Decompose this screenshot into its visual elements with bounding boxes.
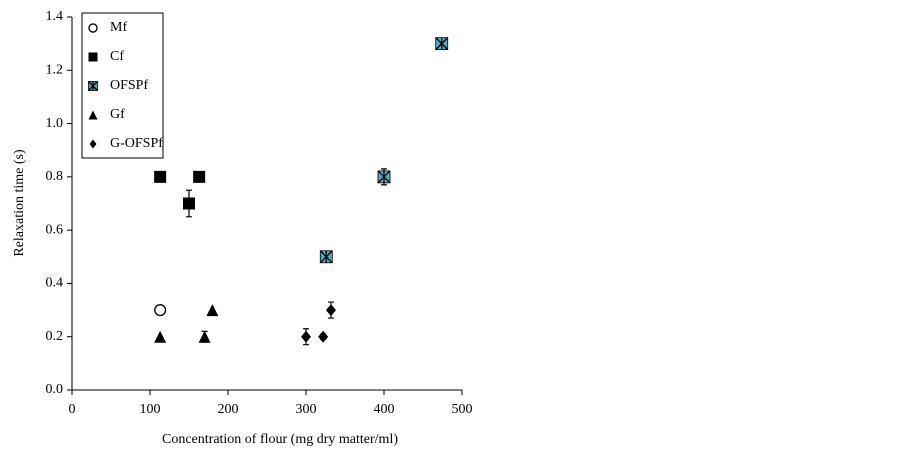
legend-label: G-OFSPf [110, 136, 163, 151]
legend-label: Gf [110, 107, 125, 122]
marker [183, 197, 195, 210]
marker [319, 250, 333, 264]
x-tick-label: 500 [452, 402, 473, 417]
y-tick-label: 0.8 [46, 169, 64, 184]
legend-label: Mf [110, 20, 127, 35]
x-tick-label: 100 [140, 402, 161, 417]
marker [193, 170, 206, 183]
marker [198, 330, 211, 343]
x-tick-label: 400 [374, 402, 395, 417]
y-tick-label: 1.2 [46, 63, 64, 78]
x-axis-title: Concentration of flour (mg dry matter/ml… [162, 432, 398, 447]
legend-marker [88, 23, 98, 33]
x-tick-label: 300 [296, 402, 317, 417]
legend-marker [88, 81, 98, 91]
y-tick-label: 1.0 [46, 116, 64, 131]
marker [154, 170, 167, 183]
marker [206, 304, 219, 317]
marker [301, 330, 311, 343]
legend-marker [89, 139, 97, 149]
legend-label: OFSPf [110, 78, 148, 93]
y-tick-label: 0.4 [46, 276, 64, 291]
x-tick-label: 200 [218, 402, 239, 417]
legend-marker [88, 52, 98, 62]
marker [435, 37, 449, 51]
marker [154, 330, 167, 343]
legend-marker [88, 110, 98, 120]
y-axis-title: Relaxation time (s) [12, 149, 27, 257]
x-tick-label: 0 [69, 402, 76, 417]
marker [377, 170, 391, 184]
legend-label: Cf [110, 49, 124, 64]
y-tick-label: 1.4 [46, 9, 64, 24]
marker [154, 304, 167, 317]
marker [325, 304, 336, 317]
y-tick-label: 0.0 [46, 382, 64, 397]
y-tick-label: 0.2 [46, 329, 64, 344]
marker [318, 330, 329, 343]
y-tick-label: 0.6 [46, 222, 64, 237]
